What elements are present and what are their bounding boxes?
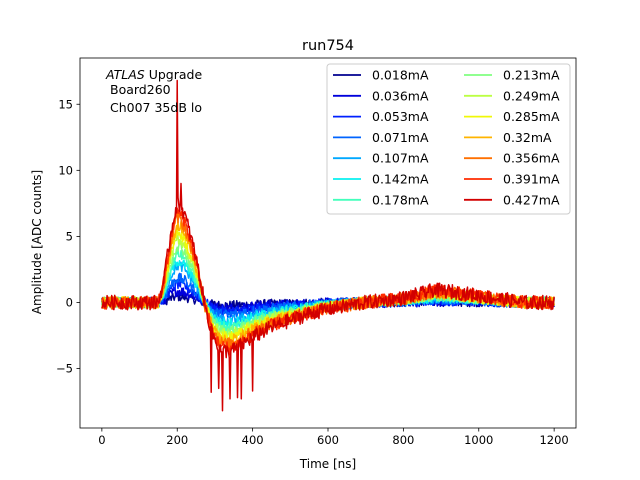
y-tick-label: 10 [58,163,73,177]
legend-entry-label: 0.285mA [503,109,560,124]
x-tick-label: 800 [392,433,414,447]
x-tick-label: 600 [317,433,339,447]
y-axis-label: Amplitude [ADC counts] [30,170,44,314]
y-tick-label: −5 [56,362,73,376]
x-tick-label: 1200 [539,433,568,447]
y-tick-label: 5 [66,229,73,243]
legend-entry-label: 0.036mA [372,88,429,103]
legend-entry-label: 0.32mA [503,130,552,145]
legend-entry-label: 0.071mA [372,130,429,145]
x-tick-label: 1000 [464,433,493,447]
legend-entry-label: 0.391mA [503,172,560,187]
channel-label: Ch007 35dB lo [110,100,202,115]
atlas-label-upgrade: Upgrade [145,67,203,82]
legend-entry-label: 0.107mA [372,151,429,166]
x-tick-label: 400 [242,433,264,447]
legend-entry-label: 0.356mA [503,151,560,166]
board-label: Board260 [110,82,171,97]
x-axis-label: Time [ns] [299,457,356,471]
legend-entry-label: 0.213mA [503,68,560,83]
atlas-label: ATLAS Upgrade [105,67,202,82]
axes: 0 200 400 600 800 1000 1200 −5 0 5 10 15 [56,57,577,447]
series-line-2 [101,286,555,314]
legend-entry-label: 0.249mA [503,88,560,103]
legend-entry-label: 0.427mA [503,192,560,207]
chart-title: run754 [302,38,354,54]
legend: 0.018mA 0.036mA 0.053mA 0.071mA 0.107mA 0.142… [326,63,571,215]
x-tick-label: 0 [98,433,105,447]
legend-entry-label: 0.142mA [372,172,429,187]
legend-box [326,63,571,215]
atlas-label-atlas: ATLAS [105,67,145,82]
y-tick-label: 0 [66,295,73,309]
x-tick-label: 200 [166,433,188,447]
y-tick-label: 15 [58,97,73,111]
series-layer [101,79,555,412]
series-line-14 [101,79,555,412]
legend-entry-label: 0.018mA [372,68,429,83]
legend-entry-label: 0.178mA [372,192,429,207]
legend-entry-label: 0.053mA [372,109,429,124]
